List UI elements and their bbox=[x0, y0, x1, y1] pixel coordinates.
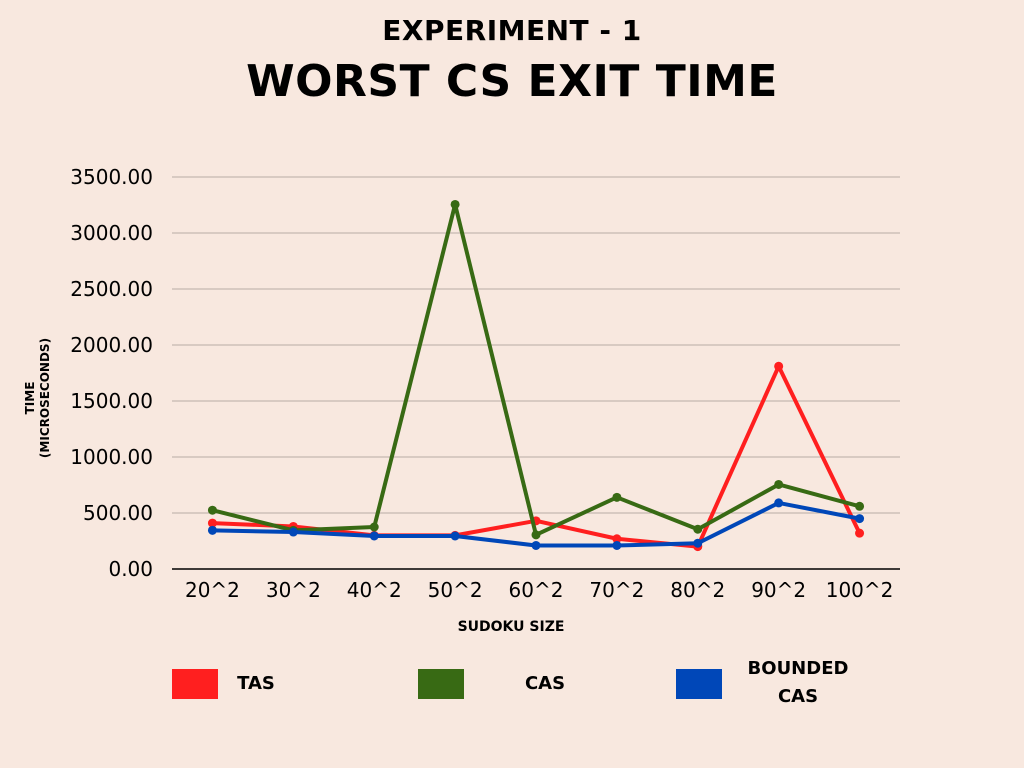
x-tick-label: 100^2 bbox=[826, 578, 894, 602]
data-point-bounded-cas bbox=[693, 538, 703, 548]
legend-swatch-cas bbox=[418, 669, 464, 699]
series-line-cas bbox=[210, 202, 862, 537]
data-point-tas bbox=[612, 534, 622, 544]
data-point-tas bbox=[855, 528, 865, 538]
y-axis-label-line1: TIME bbox=[23, 382, 37, 415]
y-tick-label: 3500.00 bbox=[70, 165, 153, 189]
y-tick-label: 2500.00 bbox=[70, 277, 153, 301]
data-point-cas bbox=[612, 492, 622, 502]
x-tick-label: 90^2 bbox=[751, 578, 806, 602]
data-point-cas bbox=[531, 530, 541, 540]
data-point-bounded-cas bbox=[774, 498, 784, 508]
gridlines bbox=[172, 176, 900, 514]
x-tick-label: 80^2 bbox=[670, 578, 725, 602]
y-tick-label: 0.00 bbox=[108, 557, 153, 581]
series-tas bbox=[207, 361, 865, 552]
data-point-cas bbox=[774, 479, 784, 489]
legend-swatch-tas bbox=[172, 669, 218, 699]
y-axis-label-line2: (MICROSECONDS) bbox=[38, 338, 52, 458]
data-point-bounded-cas bbox=[531, 540, 541, 550]
data-point-bounded-cas bbox=[288, 527, 298, 537]
data-point-cas bbox=[207, 505, 217, 515]
chart-title: WORST CS EXIT TIME bbox=[246, 56, 778, 107]
chart-supertitle: EXPERIMENT - 1 bbox=[382, 14, 642, 47]
data-point-cas bbox=[855, 501, 865, 511]
axes: 0.00 500.00 1000.00 1500.00 2000.00 2500.00 30… bbox=[70, 165, 900, 602]
axis-labels: SUDOKU SIZE TIME (MICROSECONDS) bbox=[23, 338, 564, 635]
y-axis-label: TIME (MICROSECONDS) bbox=[23, 338, 52, 458]
data-point-cas bbox=[369, 522, 379, 532]
data-point-cas bbox=[450, 199, 460, 209]
data-point-bounded-cas bbox=[207, 525, 217, 535]
data-point-bounded-cas bbox=[855, 514, 865, 524]
data-point-bounded-cas bbox=[612, 540, 622, 550]
data-point-cas bbox=[693, 524, 703, 534]
legend-swatch-bounded-cas bbox=[676, 669, 722, 699]
x-tick-label: 30^2 bbox=[266, 578, 321, 602]
y-tick-label: 1500.00 bbox=[70, 389, 153, 413]
series-cas bbox=[207, 199, 865, 540]
x-tick-label: 70^2 bbox=[589, 578, 644, 602]
data-point-tas bbox=[774, 361, 784, 371]
y-tick-label: 3000.00 bbox=[70, 221, 153, 245]
data-point-tas bbox=[207, 518, 217, 528]
data-point-bounded-cas bbox=[369, 531, 379, 541]
x-tick-label: 60^2 bbox=[509, 578, 564, 602]
x-tick-label: 50^2 bbox=[428, 578, 483, 602]
x-axis-label: SUDOKU SIZE bbox=[458, 619, 565, 635]
x-tick-label: 40^2 bbox=[347, 578, 402, 602]
y-tick-label: 1000.00 bbox=[70, 445, 153, 469]
x-tick-label: 20^2 bbox=[185, 578, 240, 602]
series-lines bbox=[207, 199, 865, 552]
legend-label-cas: CAS bbox=[524, 673, 566, 694]
legend-label-tas: TAS bbox=[237, 673, 275, 694]
series-bounded-cas bbox=[207, 498, 865, 550]
legend-label-bounded-cas: BOUNDED CAS bbox=[747, 658, 849, 707]
y-tick-label: 500.00 bbox=[83, 501, 153, 525]
y-tick-label: 2000.00 bbox=[70, 333, 153, 357]
data-point-bounded-cas bbox=[450, 531, 460, 541]
